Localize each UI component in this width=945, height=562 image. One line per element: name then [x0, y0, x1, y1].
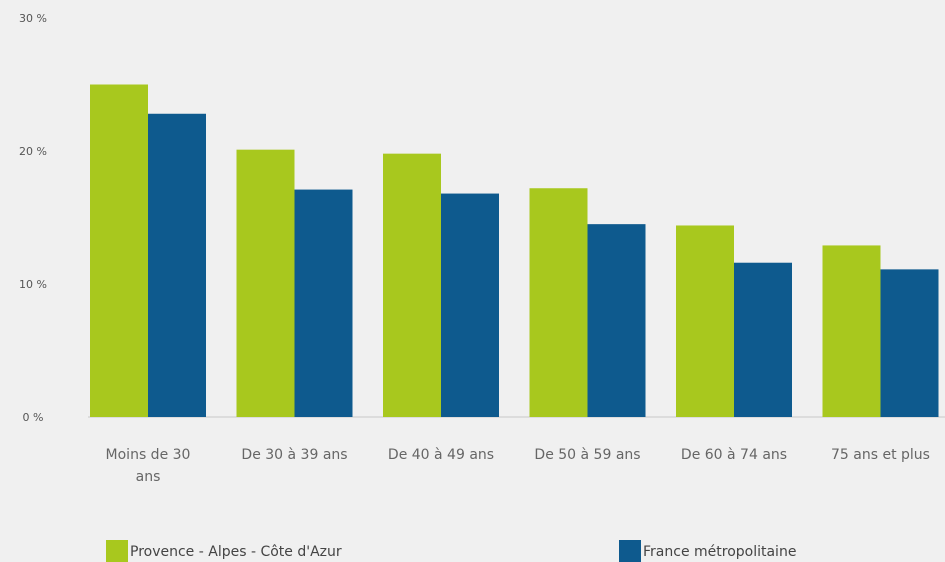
bar-france-3 — [587, 224, 646, 417]
x-category-label: 75 ans et plus — [831, 447, 930, 463]
bar-paca-1 — [236, 149, 295, 418]
legend-swatch-france — [619, 540, 641, 562]
y-tick-label: 30 % — [19, 12, 47, 25]
x-category-label: De 60 à 74 ans — [681, 447, 787, 463]
x-category-label: De 50 à 59 ans — [534, 447, 640, 463]
x-axis-labels: Moins de 30 ans De 30 à 39 ans De 40 à 49 a… — [106, 447, 930, 485]
x-category-label-line: 75 ans et plus — [831, 447, 930, 463]
bar-paca-5 — [822, 245, 881, 417]
x-category-label: Moins de 30 ans — [106, 447, 191, 485]
bar-paca-3 — [529, 188, 588, 417]
x-category-label: De 30 à 39 ans — [241, 447, 347, 463]
bar-france-4 — [734, 262, 792, 417]
bar-paca-4 — [676, 225, 734, 417]
legend: Provence - Alpes - Côte d'Azur France mét… — [106, 540, 796, 562]
legend-label-paca: Provence - Alpes - Côte d'Azur — [130, 544, 342, 560]
legend-label-france: France métropolitaine — [643, 544, 796, 560]
bar-france-1 — [294, 189, 353, 417]
bars — [90, 84, 939, 418]
y-tick-label: 20 % — [19, 145, 47, 158]
x-category-label-line: Moins de 30 — [106, 447, 191, 463]
x-category-label-line: ans — [136, 469, 161, 485]
x-category-label-line: De 60 à 74 ans — [681, 447, 787, 463]
legend-swatch-paca — [106, 540, 128, 562]
bar-paca-0 — [90, 84, 148, 417]
x-category-label: De 40 à 49 ans — [388, 447, 494, 463]
y-tick-label: 0 % — [23, 411, 44, 424]
x-category-label-line: De 30 à 39 ans — [241, 447, 347, 463]
bar-france-5 — [880, 269, 939, 417]
x-category-label-line: De 50 à 59 ans — [534, 447, 640, 463]
y-axis-ticks: 0 % 10 % 20 % 30 % — [19, 12, 47, 424]
bar-paca-2 — [383, 153, 441, 417]
bar-france-0 — [148, 113, 206, 417]
bar-france-2 — [441, 193, 499, 417]
x-category-label-line: De 40 à 49 ans — [388, 447, 494, 463]
y-tick-label: 10 % — [19, 278, 47, 291]
